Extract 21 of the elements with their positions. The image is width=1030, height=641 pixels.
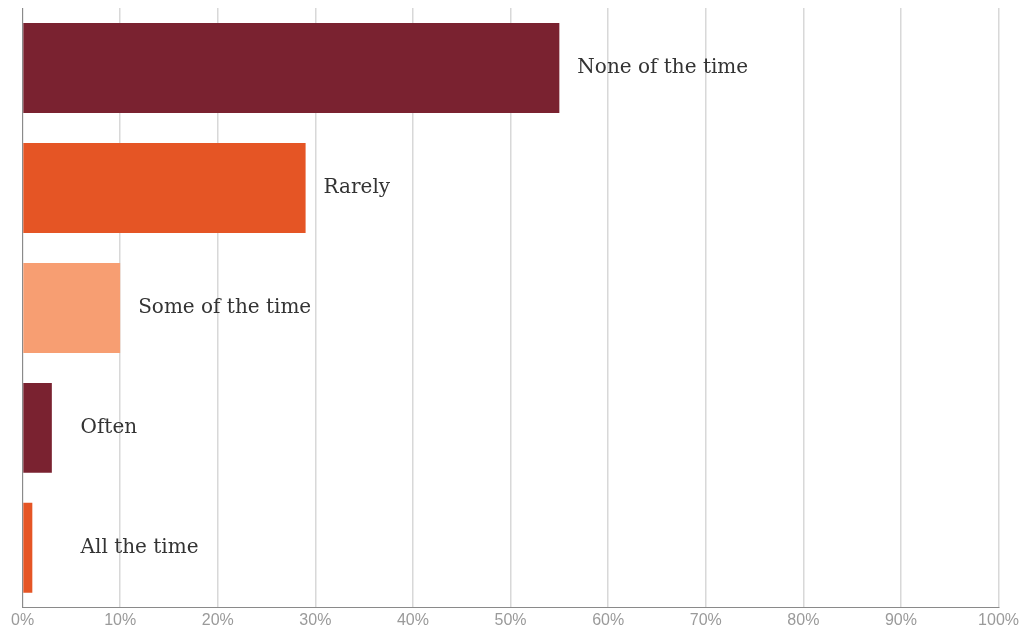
y-tick-label: None of the time xyxy=(577,54,749,79)
bar xyxy=(23,22,560,113)
x-tick-label: 90% xyxy=(884,610,917,628)
x-tick-label: 10% xyxy=(104,610,137,628)
y-tick-label: Often xyxy=(80,414,138,439)
x-tick-label: 30% xyxy=(299,610,332,628)
y-tick-label: Some of the time xyxy=(138,294,312,319)
x-tick-label: 50% xyxy=(494,610,527,628)
x-tick-label: 40% xyxy=(396,610,429,628)
x-tick-label: 60% xyxy=(592,610,625,628)
x-tick-label: 0% xyxy=(11,610,35,628)
x-tick-label: 20% xyxy=(201,610,234,628)
bar xyxy=(23,382,52,473)
y-tick-label: Rarely xyxy=(323,174,391,199)
bar xyxy=(23,502,33,593)
bar xyxy=(23,142,306,233)
x-tick-label: 100% xyxy=(978,610,1019,628)
x-tick-label: 70% xyxy=(689,610,722,628)
y-tick-label: All the time xyxy=(79,534,199,559)
x-tick-label: 80% xyxy=(787,610,820,628)
bar xyxy=(23,262,121,353)
